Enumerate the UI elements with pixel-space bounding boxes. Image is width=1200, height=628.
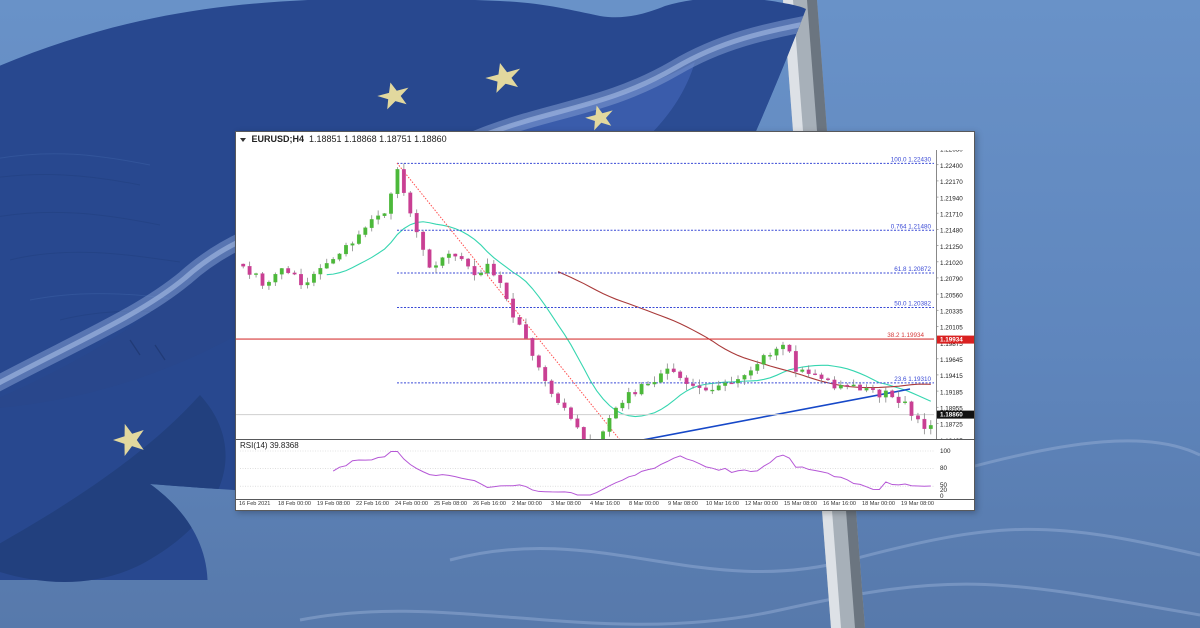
- svg-text:23.6 1.19310: 23.6 1.19310: [894, 376, 931, 383]
- svg-text:61.8 1.20872: 61.8 1.20872: [894, 266, 931, 273]
- svg-text:100: 100: [940, 448, 951, 455]
- svg-text:50.0 1.20382: 50.0 1.20382: [894, 301, 931, 308]
- svg-text:100.0 1.22430: 100.0 1.22430: [891, 157, 932, 164]
- svg-text:38.2 1.19934: 38.2 1.19934: [887, 332, 924, 339]
- svg-text:0.764 1.21480: 0.764 1.21480: [891, 223, 932, 230]
- svg-text:80: 80: [940, 465, 948, 472]
